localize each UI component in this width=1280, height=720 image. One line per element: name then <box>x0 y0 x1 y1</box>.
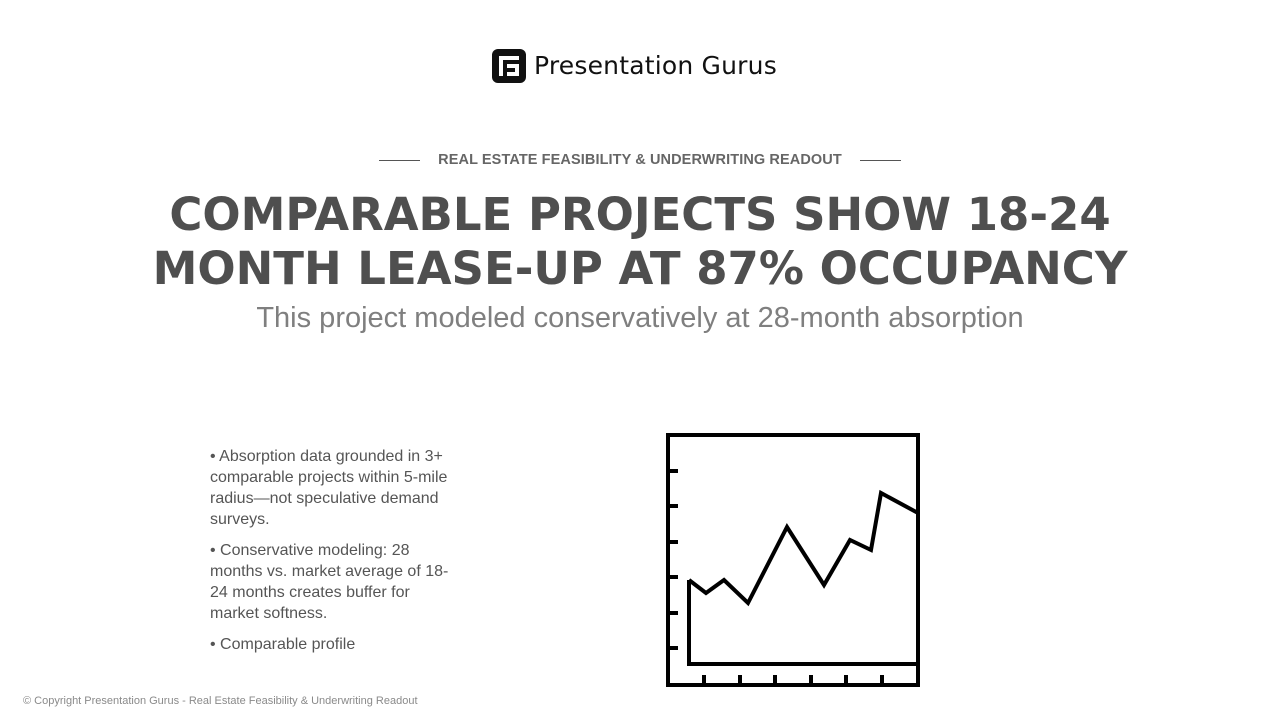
slide-subtitle: This project modeled conservatively at 2… <box>256 302 1024 334</box>
presentation-gurus-logo-icon <box>492 49 526 83</box>
y-axis-ticks <box>668 469 678 650</box>
line-chart-icon <box>666 433 920 687</box>
chart-axes <box>687 580 918 666</box>
chart-frame <box>666 433 920 687</box>
chart-trend-line <box>687 489 919 607</box>
x-axis-ticks <box>702 675 884 685</box>
footer-copyright: © Copyright Presentation Gurus - Real Es… <box>23 695 418 707</box>
eyebrow-row: REAL ESTATE FEASIBILITY & UNDERWRITING R… <box>0 152 1280 168</box>
bullet-item: • Absorption data grounded in 3+ compara… <box>210 448 448 528</box>
bullet-list: • Absorption data grounded in 3+ compara… <box>210 446 460 665</box>
brand-name: Presentation Gurus <box>534 51 777 80</box>
brand-logo: Presentation Gurus <box>492 48 777 84</box>
bullet-item: • Conservative modeling: 28 months vs. m… <box>210 542 449 622</box>
eyebrow-rule-right <box>859 159 901 161</box>
eyebrow-rule-left <box>379 159 421 161</box>
slide-title: COMPARABLE PROJECTS SHOW 18-24 MONTH LEA… <box>152 188 1128 295</box>
eyebrow-label: REAL ESTATE FEASIBILITY & UNDERWRITING R… <box>438 152 842 168</box>
bullet-item: • Comparable profile <box>210 636 356 653</box>
